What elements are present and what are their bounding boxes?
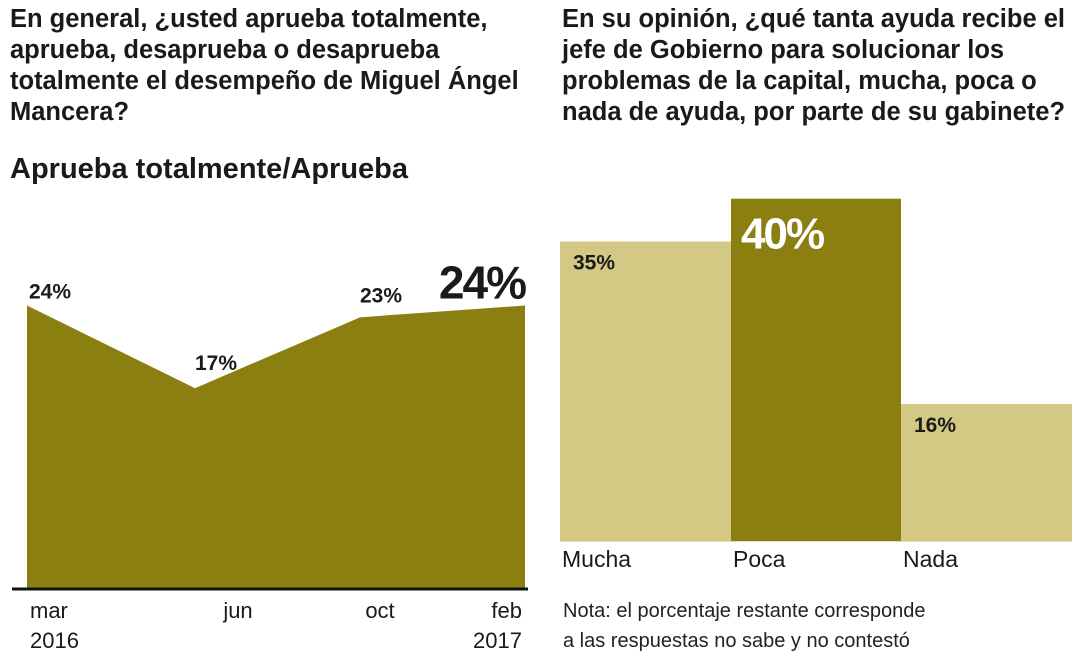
area-data-label: 24% (29, 281, 71, 304)
bar-category-label: Nada (903, 546, 958, 572)
area-series-fill (27, 305, 525, 589)
x-tick-label: mar (30, 598, 68, 623)
bar-category-label: Mucha (562, 546, 631, 572)
area-data-label: 23% (360, 284, 402, 307)
x-tick-label: 2017 (473, 628, 522, 653)
left-question: En general, ¿usted aprueba totalmente, a… (10, 5, 519, 126)
x-tick-label: oct (365, 598, 394, 623)
bar-data-label: 40% (741, 210, 824, 259)
right-question: En su opinión, ¿qué tanta ayuda recibe e… (562, 5, 1066, 126)
note-line-1: Nota: el porcentaje restante corresponde (563, 600, 926, 622)
area-chart-subtitle: Aprueba totalmente/Aprueba (10, 153, 408, 185)
bar (901, 404, 1072, 541)
note-line-2: a las respuestas no sabe y no contestó (563, 630, 910, 652)
bar-category-label: Poca (733, 546, 786, 572)
bar-data-label: 16% (914, 414, 956, 437)
bar-data-label: 35% (573, 251, 615, 274)
area-data-label: 24% (439, 257, 526, 309)
approval-area-chart: 24% 17% 23% 24% mar 2016 jun oct feb 2017 (12, 257, 528, 653)
x-tick-label: jun (222, 598, 252, 623)
x-tick-label: 2016 (30, 628, 79, 653)
x-tick-label: feb (491, 598, 522, 623)
chart-note: Nota: el porcentaje restante corresponde… (563, 596, 925, 656)
bar (731, 198, 901, 541)
area-data-label: 17% (195, 352, 237, 375)
bar (560, 241, 731, 541)
